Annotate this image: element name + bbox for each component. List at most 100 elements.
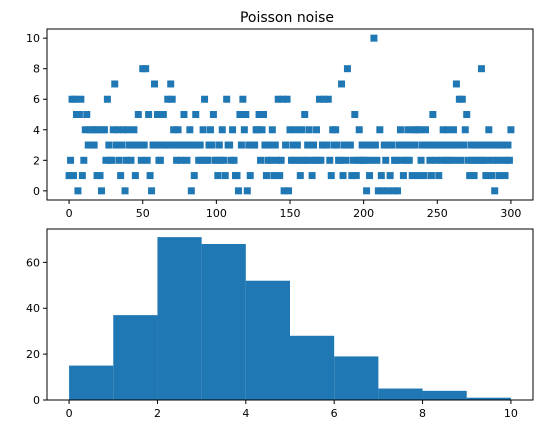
scatter-point <box>233 172 241 180</box>
histogram-x-tick-label: 4 <box>242 407 249 420</box>
scatter-point <box>145 111 153 118</box>
histogram-y-tick-label: 40 <box>26 302 40 315</box>
scatter-point <box>304 141 312 149</box>
scatter-point <box>451 156 459 164</box>
scatter-point <box>262 172 270 180</box>
scatter-point <box>254 126 262 134</box>
scatter-point <box>458 95 466 103</box>
scatter-point <box>183 156 191 164</box>
scatter-point <box>429 111 437 118</box>
scatter-point <box>301 111 309 118</box>
scatter-point <box>308 172 316 180</box>
scatter-point <box>206 126 214 134</box>
scatter-point <box>140 141 148 149</box>
scatter-chart-title: Poisson noise <box>240 10 334 26</box>
scatter-point <box>259 111 267 118</box>
scatter-point <box>367 156 375 164</box>
scatter-point <box>491 187 499 195</box>
scatter-point <box>419 141 427 149</box>
scatter-point <box>364 141 372 149</box>
scatter-point <box>432 156 440 164</box>
scatter-point <box>80 156 88 164</box>
scatter-point <box>466 172 474 180</box>
scatter-point <box>340 141 348 149</box>
scatter-point <box>239 95 247 103</box>
scatter-point <box>485 126 493 134</box>
scatter-point <box>305 126 313 134</box>
scatter-point <box>494 156 502 164</box>
scatter-point <box>143 156 151 164</box>
scatter-point <box>246 172 254 180</box>
scatter-point <box>212 156 220 164</box>
scatter-point <box>74 187 82 195</box>
scatter-point <box>83 111 91 118</box>
scatter-point <box>270 172 278 180</box>
histogram-y-tick-label: 20 <box>26 348 40 361</box>
scatter-point <box>123 156 131 164</box>
scatter-point <box>324 95 332 103</box>
scatter-point <box>320 95 328 103</box>
scatter-point <box>436 141 444 149</box>
scatter-point <box>405 156 413 164</box>
scatter-point <box>326 156 334 164</box>
scatter-y-tick-label: 10 <box>26 32 40 45</box>
histogram-x-tick-label: 8 <box>419 407 426 420</box>
scatter-point <box>424 141 432 149</box>
scatter-point <box>255 111 263 118</box>
histogram-y-tick-label: 60 <box>26 256 40 269</box>
scatter-point <box>323 141 331 149</box>
scatter-point <box>273 156 281 164</box>
scatter-point <box>507 126 515 134</box>
scatter-point <box>342 156 350 164</box>
scatter-point <box>376 126 384 134</box>
scatter-point <box>131 172 139 180</box>
scatter-point <box>411 141 419 149</box>
histogram-bar <box>113 315 158 400</box>
scatter-point <box>67 156 75 164</box>
scatter-point <box>482 172 490 180</box>
scatter-point <box>463 111 471 118</box>
scatter-point <box>170 126 178 134</box>
scatter-point <box>358 141 366 149</box>
scatter-point <box>444 126 452 134</box>
scatter-point <box>317 156 325 164</box>
scatter-point <box>236 111 244 118</box>
scatter-point <box>118 141 126 149</box>
scatter-point <box>454 141 462 149</box>
scatter-point <box>186 126 194 134</box>
scatter-point <box>332 126 340 134</box>
scatter-point <box>492 141 500 149</box>
scatter-point <box>137 156 145 164</box>
scatter-point <box>421 126 429 134</box>
scatter-point <box>243 187 251 195</box>
scatter-point <box>102 156 110 164</box>
scatter-point <box>398 156 406 164</box>
scatter-point <box>208 141 216 149</box>
scatter-point <box>187 187 195 195</box>
scatter-point <box>95 126 103 134</box>
histogram-x-tick-label: 0 <box>66 407 73 420</box>
scatter-point <box>295 156 303 164</box>
histogram-chart-axes: 0 2 4 6 8 10 0 20 40 60 <box>26 228 534 420</box>
histogram-bar <box>422 390 467 400</box>
scatter-point <box>171 141 179 149</box>
scatter-point <box>192 111 200 118</box>
scatter-point <box>292 126 300 134</box>
scatter-point <box>445 156 453 164</box>
scatter-y-tick-label: 0 <box>33 185 40 198</box>
scatter-point <box>313 126 321 134</box>
scatter-point <box>290 156 298 164</box>
scatter-point <box>218 126 226 134</box>
scatter-point <box>230 156 238 164</box>
scatter-point <box>130 126 138 134</box>
scatter-point <box>146 172 154 180</box>
scatter-frame <box>46 28 534 201</box>
scatter-point <box>277 156 285 164</box>
scatter-point <box>151 80 159 88</box>
scatter-point <box>333 141 341 149</box>
histogram-bar <box>245 280 290 400</box>
scatter-point <box>395 141 403 149</box>
scatter-point <box>189 141 197 149</box>
scatter-point <box>379 187 387 195</box>
